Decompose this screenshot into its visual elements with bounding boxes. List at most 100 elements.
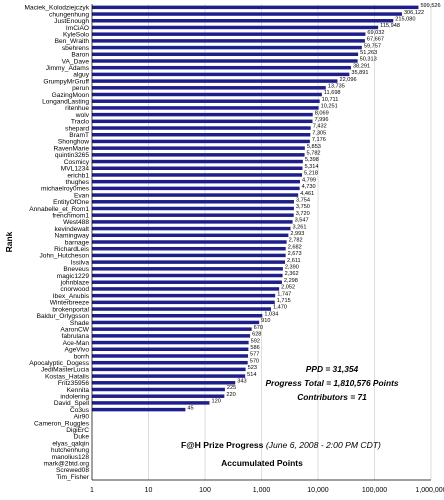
value-label: 45 [187,405,193,411]
value-label: 22,096 [339,77,356,83]
bar [92,407,186,412]
category-label: RavenMarie [53,145,89,152]
category-label: Cosmicy [64,159,90,166]
value-label: 115,948 [380,23,400,29]
category-label: Annabelle_et_Rom1 [29,206,89,213]
category-label: Apocalyptic_Dogess [29,360,89,367]
category-label: DigiErC [66,427,89,434]
category-label: Issilva [71,259,90,266]
category-label: barnage [65,239,90,246]
value-label: 69,032 [367,30,384,36]
bar [92,45,362,50]
category-label: Ben_Wraith [55,38,90,45]
category-label: West488 [63,219,89,226]
value-label: 628 [252,332,261,338]
chart-title-main: F@H Prize Progress [181,440,264,450]
value-label: 8,069 [315,110,329,116]
x-tick-label: 10,000 [307,487,329,494]
bar [92,307,271,311]
value-label: 3,754 [296,197,310,203]
category-label: frenchmom1 [52,212,89,219]
bar [92,280,282,284]
value-label: 523 [248,365,257,371]
bar [92,220,293,224]
bar [92,293,276,298]
value-label: 50,313 [360,57,377,63]
value-label: 13,735 [328,84,345,90]
x-tick-label: 100,000 [362,487,387,494]
bar [92,240,287,244]
category-label: michaelroy0mes [41,186,90,193]
category-label: AgeVivo [65,347,90,354]
value-label: 910 [261,318,270,324]
chart-title: F@H Prize Progress (June 6, 2008 - 2:00 … [181,440,381,450]
value-label: 3,261 [293,224,307,230]
category-label: MVL1234 [61,166,90,173]
value-label: 59,757 [364,43,381,49]
category-label: EntityOfOne [53,199,89,206]
bars [92,5,419,412]
bar [92,25,379,30]
value-label: 3,750 [296,204,310,210]
bar [92,233,289,238]
value-label: 67,667 [367,37,384,43]
bar [92,273,283,278]
bar [92,267,283,271]
bar [92,65,351,70]
value-label: 35,891 [351,70,368,76]
bar [92,374,246,378]
category-label: Namingway [55,233,90,240]
x-tick-label: 10 [145,487,153,494]
category-label: Maciek_Kolodziejczyk [25,5,90,12]
value-label: 1,747 [277,291,291,297]
value-label: 306,122 [404,10,424,16]
value-label: 2,682 [288,244,302,250]
category-label: kevindewalt [55,226,90,233]
category-label: David_Spell [54,400,90,407]
value-label: 670 [254,325,263,331]
bar [92,340,249,345]
value-label: 4,799 [302,177,316,183]
category-label: hutchenhung [51,447,89,454]
value-label: 2,298 [284,278,298,284]
bar [92,401,210,405]
category-label: Kennita [67,387,90,394]
category-label: thughes [66,179,90,186]
category-label: ImCiAO [66,25,89,32]
y-axis-title: Rank [4,231,14,252]
bar [92,253,286,258]
category-label: shepard [65,125,89,132]
value-label: 3,720 [296,211,310,217]
value-label: 7,432 [313,124,327,130]
x-tick-label: 1,000 [253,487,271,494]
bar [92,153,305,157]
category-label: Baron [71,52,89,59]
bar [92,139,310,144]
x-axis-title: Accumulated Points [221,458,303,468]
bar [92,354,249,358]
value-label: 4,461 [300,191,314,197]
bar [92,334,251,338]
value-label: 5,853 [307,144,321,150]
category-label: Winterbreeze [50,300,90,307]
bar [92,260,286,264]
bar [92,300,275,305]
value-label: 4,730 [302,184,316,190]
value-label: 577 [250,352,259,358]
bar [92,59,358,63]
bar [92,347,249,352]
bar [92,213,294,217]
bar [92,360,248,365]
category-label: Evan [74,192,89,199]
value-label: 2,782 [289,238,303,244]
value-label: 5,782 [307,151,321,157]
bar [92,387,225,392]
value-label: 7,996 [315,117,329,123]
category-label: Cameron_Ruggles [34,420,90,427]
category-label: manolius128 [52,454,90,461]
value-label: 220 [226,392,235,398]
category-label: Kostas_Hatalis [45,373,90,380]
category-label: GazingMoon [52,92,90,99]
x-tick-labels: 1 10 100 1,000 10,000 100,000 1,000,000 [90,487,444,494]
